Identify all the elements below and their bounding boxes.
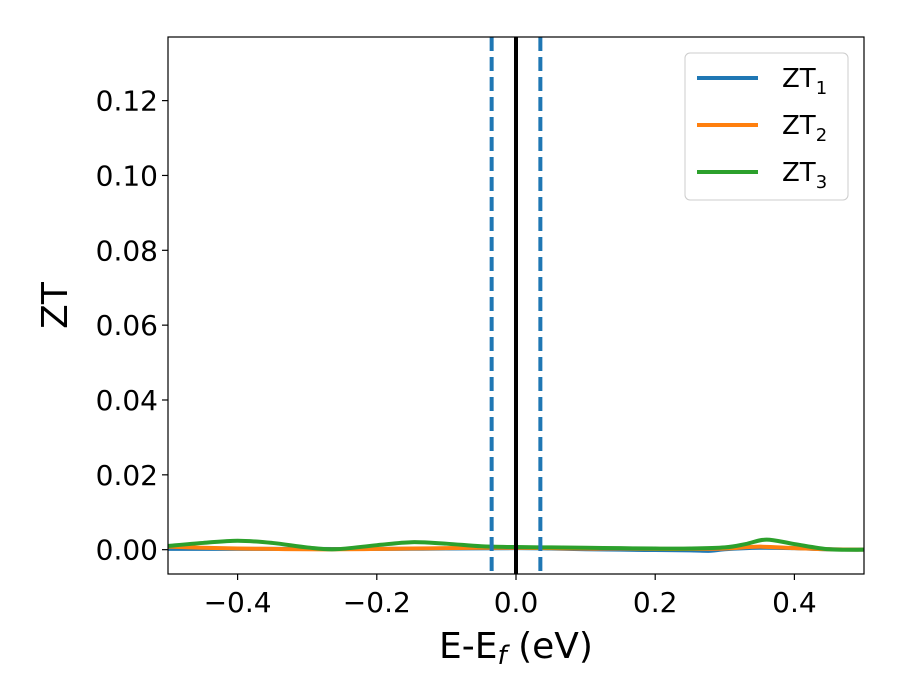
plot-area (168, 37, 864, 574)
x-axis-label: E-Ef (eV) (439, 626, 593, 671)
x-tick-label: 0.4 (772, 586, 817, 619)
y-tick-label: 0.06 (96, 309, 158, 342)
legend-label-1: ZT1 (782, 64, 827, 99)
legend: ZT1 ZT2 ZT3 (684, 52, 849, 201)
axes: −0.4 −0.2 0.0 0.2 0.4 0.00 0.02 0.04 0.06 0.08 0.1… (96, 36, 865, 619)
legend-label-2: ZT2 (782, 111, 827, 146)
y-tick-label: 0.12 (96, 85, 158, 118)
y-axis-label: ZT (35, 281, 76, 329)
y-tick-label: 0.02 (96, 459, 158, 492)
y-tick-label: 0.00 (96, 534, 158, 567)
series-line-3 (168, 537, 864, 552)
x-tick-label: 0.2 (633, 586, 678, 619)
y-tick-label: 0.08 (96, 234, 158, 267)
x-tick-label: −0.2 (343, 586, 411, 619)
y-tick-label: 0.10 (96, 159, 158, 192)
legend-label-3: ZT3 (782, 158, 827, 193)
x-tick-label: 0.0 (494, 586, 539, 619)
y-tick-label: 0.04 (96, 384, 158, 417)
x-tick-label: −0.4 (204, 586, 272, 619)
legend-box (684, 52, 849, 201)
